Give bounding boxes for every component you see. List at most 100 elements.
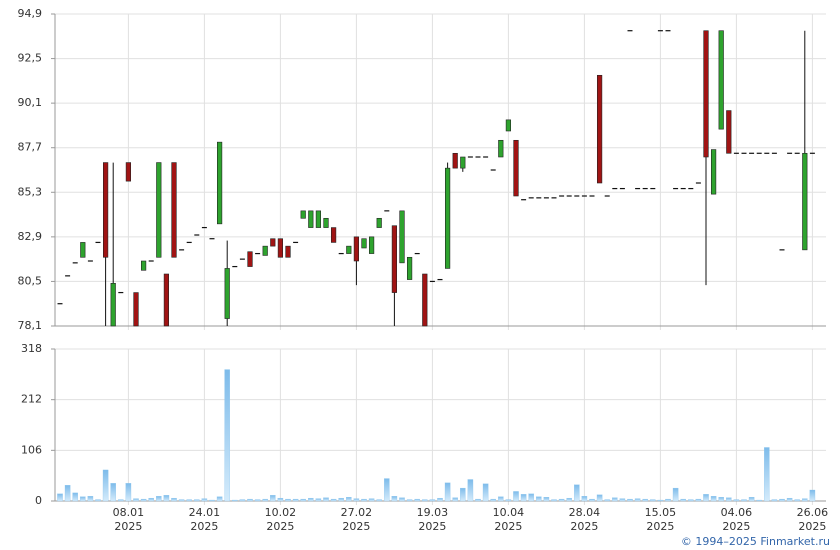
candle-up [498,139,504,158]
volume-bar [786,497,793,502]
candle-up [376,217,382,228]
candle-down [163,273,170,327]
volume-bar [308,497,314,502]
candle-up [346,245,352,254]
footer[interactable]: © 1994–2025 Finmarket.ru [681,535,830,548]
candle-up [323,217,329,228]
volume-bar [695,498,702,502]
volume-bar [315,498,322,502]
volume-bar [452,497,458,502]
volume-bar [216,496,223,502]
y-tick-label: 106 [21,443,42,456]
volume-bar [422,499,428,502]
volume-bar [414,498,420,502]
candle-up [368,236,375,254]
x-tick-label: 08.01 [113,506,145,519]
volume-bar [270,495,276,502]
y-tick-label: 90,1 [18,96,43,109]
volume-bar [680,498,686,502]
y-tick-label: 87,7 [18,141,43,154]
volume-bar [346,497,352,502]
volume-bar [467,479,474,502]
volume-bar [118,499,124,502]
volume-bar [513,491,519,502]
volume-bar [239,499,246,502]
volume-bar [300,498,306,502]
candle-up [141,260,147,271]
volume-bar [596,494,603,502]
candle-up [505,119,512,132]
volume-bar [384,478,390,502]
candle-down [422,273,428,327]
x-tick-label: 28.04 [569,506,601,519]
x-tick-label: 27.02 [341,506,373,519]
x-tick-year: 2025 [266,520,294,533]
y-tick-label: 80,5 [18,274,43,287]
volume-bar [520,494,527,502]
volume-bar [444,482,451,502]
volume-bar [794,499,800,502]
x-tick-label: 15.05 [645,506,677,519]
volume-bar [551,499,557,502]
volume-bar [285,498,291,502]
candle-up [224,268,230,319]
volume-bar [703,494,709,502]
volume-bar [672,487,679,502]
candle-up [460,156,466,169]
volume-bar [642,498,648,502]
volume-bar [612,497,618,502]
volume-bar [581,496,588,502]
y-tick-label: 212 [21,393,42,406]
x-tick-year: 2025 [114,520,142,533]
volume-bar [634,498,641,502]
volume-bar [171,497,177,502]
volume-bar [247,498,253,502]
candle-down [133,292,139,327]
volume-bar [771,499,778,502]
volume-bar [368,498,375,502]
candle-down [270,238,276,247]
volume-bar [391,496,398,502]
volume-bar [353,498,360,502]
candle-up [80,242,86,258]
volume-bar [756,499,762,502]
volume-bar [650,499,656,502]
x-tick-label: 04.06 [721,506,753,519]
volume-bar [399,497,405,502]
volume-bar [72,492,78,502]
candle-up [444,167,451,269]
x-tick-label: 24.01 [189,506,221,519]
candle-down [452,152,458,169]
candle-up [217,141,223,225]
candle-up [308,210,314,228]
candle-down [703,30,709,158]
volume-bar [102,469,109,502]
volume-bar [627,498,633,502]
candle-up [406,256,413,280]
volume-bar [809,489,816,502]
volume-bar [292,498,299,502]
volume-bar [482,483,489,502]
candle-up [802,152,808,251]
volume-bar [505,499,512,502]
candle-up [300,210,306,219]
volume-bar [741,499,747,502]
y-tick-label: 0 [35,494,42,507]
y-tick-label: 78,1 [18,319,43,332]
volume-bar [718,497,724,502]
volume-bar [87,496,94,502]
volume-bar [657,499,664,502]
volume-bar [156,496,162,502]
x-tick-label: 10.04 [493,506,525,519]
volume-bar [558,498,565,502]
volume-bar [57,493,63,502]
volume-bar [528,493,534,502]
volume-bar [543,497,550,502]
volume-bar [80,496,86,502]
volume-bar [589,498,595,502]
volume-bar [224,369,230,502]
volume-bar [148,497,154,502]
candle-up [399,210,405,264]
candle-up [361,238,367,249]
